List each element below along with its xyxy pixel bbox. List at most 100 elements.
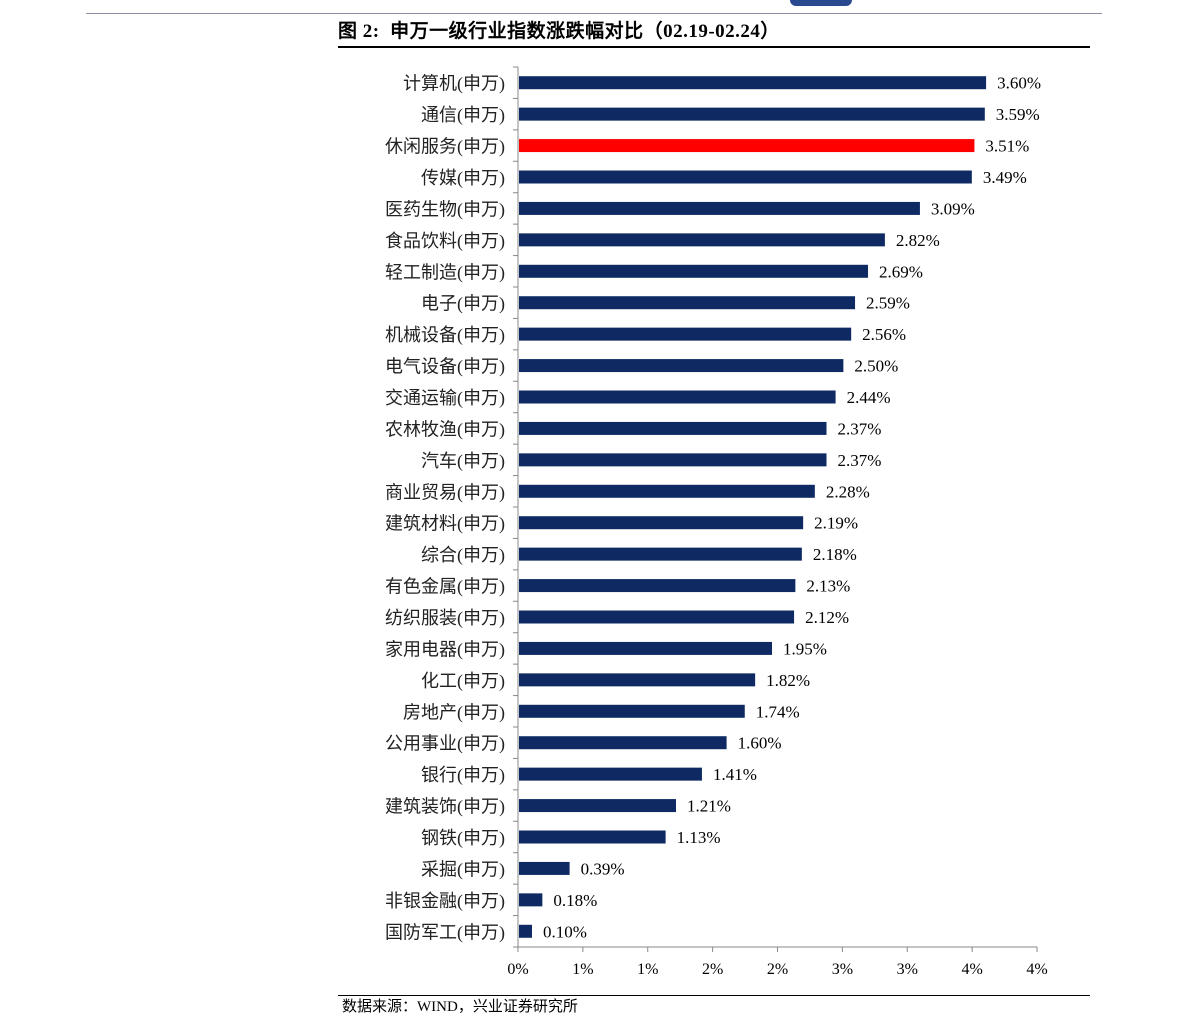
x-tick-label: 3% xyxy=(832,961,853,978)
bar-value-label: 2.82% xyxy=(896,231,940,250)
bar xyxy=(519,201,920,215)
bar xyxy=(519,390,836,404)
bar xyxy=(519,421,827,435)
bar xyxy=(519,264,869,278)
category-label: 食品饮料(申万) xyxy=(385,231,505,252)
bar-value-label: 2.69% xyxy=(879,262,923,281)
bar xyxy=(519,736,727,750)
category-label: 有色金属(申万) xyxy=(385,577,505,598)
bar-value-label: 2.37% xyxy=(838,451,882,470)
bar-value-label: 1.21% xyxy=(687,797,731,816)
bar xyxy=(519,170,972,184)
category-label: 公用事业(申万) xyxy=(385,734,505,755)
bar xyxy=(519,296,856,310)
bar-value-label: 0.10% xyxy=(543,922,587,941)
bar xyxy=(519,547,802,561)
category-label: 家用电器(申万) xyxy=(385,639,505,660)
category-label: 采掘(申万) xyxy=(421,859,505,880)
category-label: 综合(申万) xyxy=(421,545,505,566)
bar-value-label: 2.13% xyxy=(806,577,850,596)
bar-value-label: 3.09% xyxy=(931,199,975,218)
bar xyxy=(519,359,844,373)
category-label: 房地产(申万) xyxy=(403,702,505,723)
bar-value-label: 2.56% xyxy=(862,325,906,344)
bar-value-label: 1.60% xyxy=(738,734,782,753)
bar-value-label: 3.51% xyxy=(985,137,1029,156)
source-note: 数据来源：WIND，兴业证券研究所 xyxy=(338,995,1090,1017)
header-rule xyxy=(86,13,1102,14)
bar xyxy=(519,641,773,655)
category-label: 计算机(申万) xyxy=(403,74,505,95)
category-label: 国防军工(申万) xyxy=(385,922,505,943)
category-label: 农林牧渔(申万) xyxy=(385,419,505,440)
bar-value-label: 1.82% xyxy=(766,671,810,690)
bar-value-label: 2.18% xyxy=(813,545,857,564)
bar-value-label: 2.50% xyxy=(854,357,898,376)
bar-value-label: 3.60% xyxy=(997,74,1041,93)
category-label: 汽车(申万) xyxy=(421,451,505,472)
category-label: 化工(申万) xyxy=(421,671,505,692)
bar-value-label: 1.41% xyxy=(713,765,757,784)
x-tick-label: 2% xyxy=(702,961,723,978)
category-label: 非银金融(申万) xyxy=(385,891,505,912)
category-label: 机械设备(申万) xyxy=(385,325,505,346)
x-tick-label: 3% xyxy=(897,961,918,978)
figure-title: 图 2: 申万一级行业指数涨跌幅对比（02.19-02.24） xyxy=(338,20,1090,48)
bar-value-label: 2.28% xyxy=(826,482,870,501)
category-label: 电子(申万) xyxy=(421,294,505,315)
figure-title-text: 图 2: 申万一级行业指数涨跌幅对比（02.19-02.24） xyxy=(338,21,780,42)
bar xyxy=(519,484,815,498)
bar xyxy=(519,107,985,121)
bar xyxy=(519,516,804,530)
category-label: 轻工制造(申万) xyxy=(385,262,505,283)
category-label: 传媒(申万) xyxy=(421,168,505,189)
bar xyxy=(519,673,756,687)
bar xyxy=(519,610,795,624)
bar-value-label: 3.59% xyxy=(996,105,1040,124)
bar-value-label: 0.18% xyxy=(553,891,597,910)
bar-value-label: 1.95% xyxy=(783,639,827,658)
category-label: 交通运输(申万) xyxy=(385,388,505,409)
bar-value-label: 2.19% xyxy=(814,514,858,533)
bar xyxy=(519,830,666,844)
category-label: 电气设备(申万) xyxy=(385,357,505,378)
bar xyxy=(519,767,702,781)
category-label: 通信(申万) xyxy=(421,105,505,126)
bar-value-label: 1.74% xyxy=(756,702,800,721)
x-tick-label: 4% xyxy=(1026,961,1047,978)
bar xyxy=(519,327,852,341)
category-label: 建筑装饰(申万) xyxy=(385,797,505,818)
bar xyxy=(519,893,543,907)
category-label: 钢铁(申万) xyxy=(421,828,505,849)
bar xyxy=(519,453,827,467)
category-label: 医药生物(申万) xyxy=(385,199,505,220)
bar-value-label: 2.44% xyxy=(847,388,891,407)
brand-logo-fragment xyxy=(790,0,852,6)
bar-highlight xyxy=(519,139,975,153)
bar-value-label: 1.13% xyxy=(677,828,721,847)
bar xyxy=(519,233,885,247)
bar xyxy=(519,704,745,718)
bar-value-label: 0.39% xyxy=(581,859,625,878)
bar-value-label: 2.12% xyxy=(805,608,849,627)
bar xyxy=(519,924,532,938)
bar xyxy=(519,799,676,813)
bar xyxy=(519,76,987,90)
bar-value-label: 2.59% xyxy=(866,294,910,313)
bar-value-label: 3.49% xyxy=(983,168,1027,187)
bar-value-label: 2.37% xyxy=(838,419,882,438)
bar xyxy=(519,861,570,875)
category-label: 纺织服装(申万) xyxy=(385,608,505,629)
x-tick-label: 1% xyxy=(637,961,658,978)
category-label: 休闲服务(申万) xyxy=(385,137,505,158)
bar xyxy=(519,579,796,593)
x-tick-label: 0% xyxy=(507,961,528,978)
x-tick-label: 4% xyxy=(961,961,982,978)
category-label: 银行(申万) xyxy=(421,765,505,786)
category-label: 建筑材料(申万) xyxy=(385,514,505,535)
x-tick-label: 1% xyxy=(572,961,593,978)
x-tick-label: 2% xyxy=(767,961,788,978)
category-label: 商业贸易(申万) xyxy=(385,482,505,503)
source-note-text: 数据来源：WIND，兴业证券研究所 xyxy=(342,999,578,1015)
